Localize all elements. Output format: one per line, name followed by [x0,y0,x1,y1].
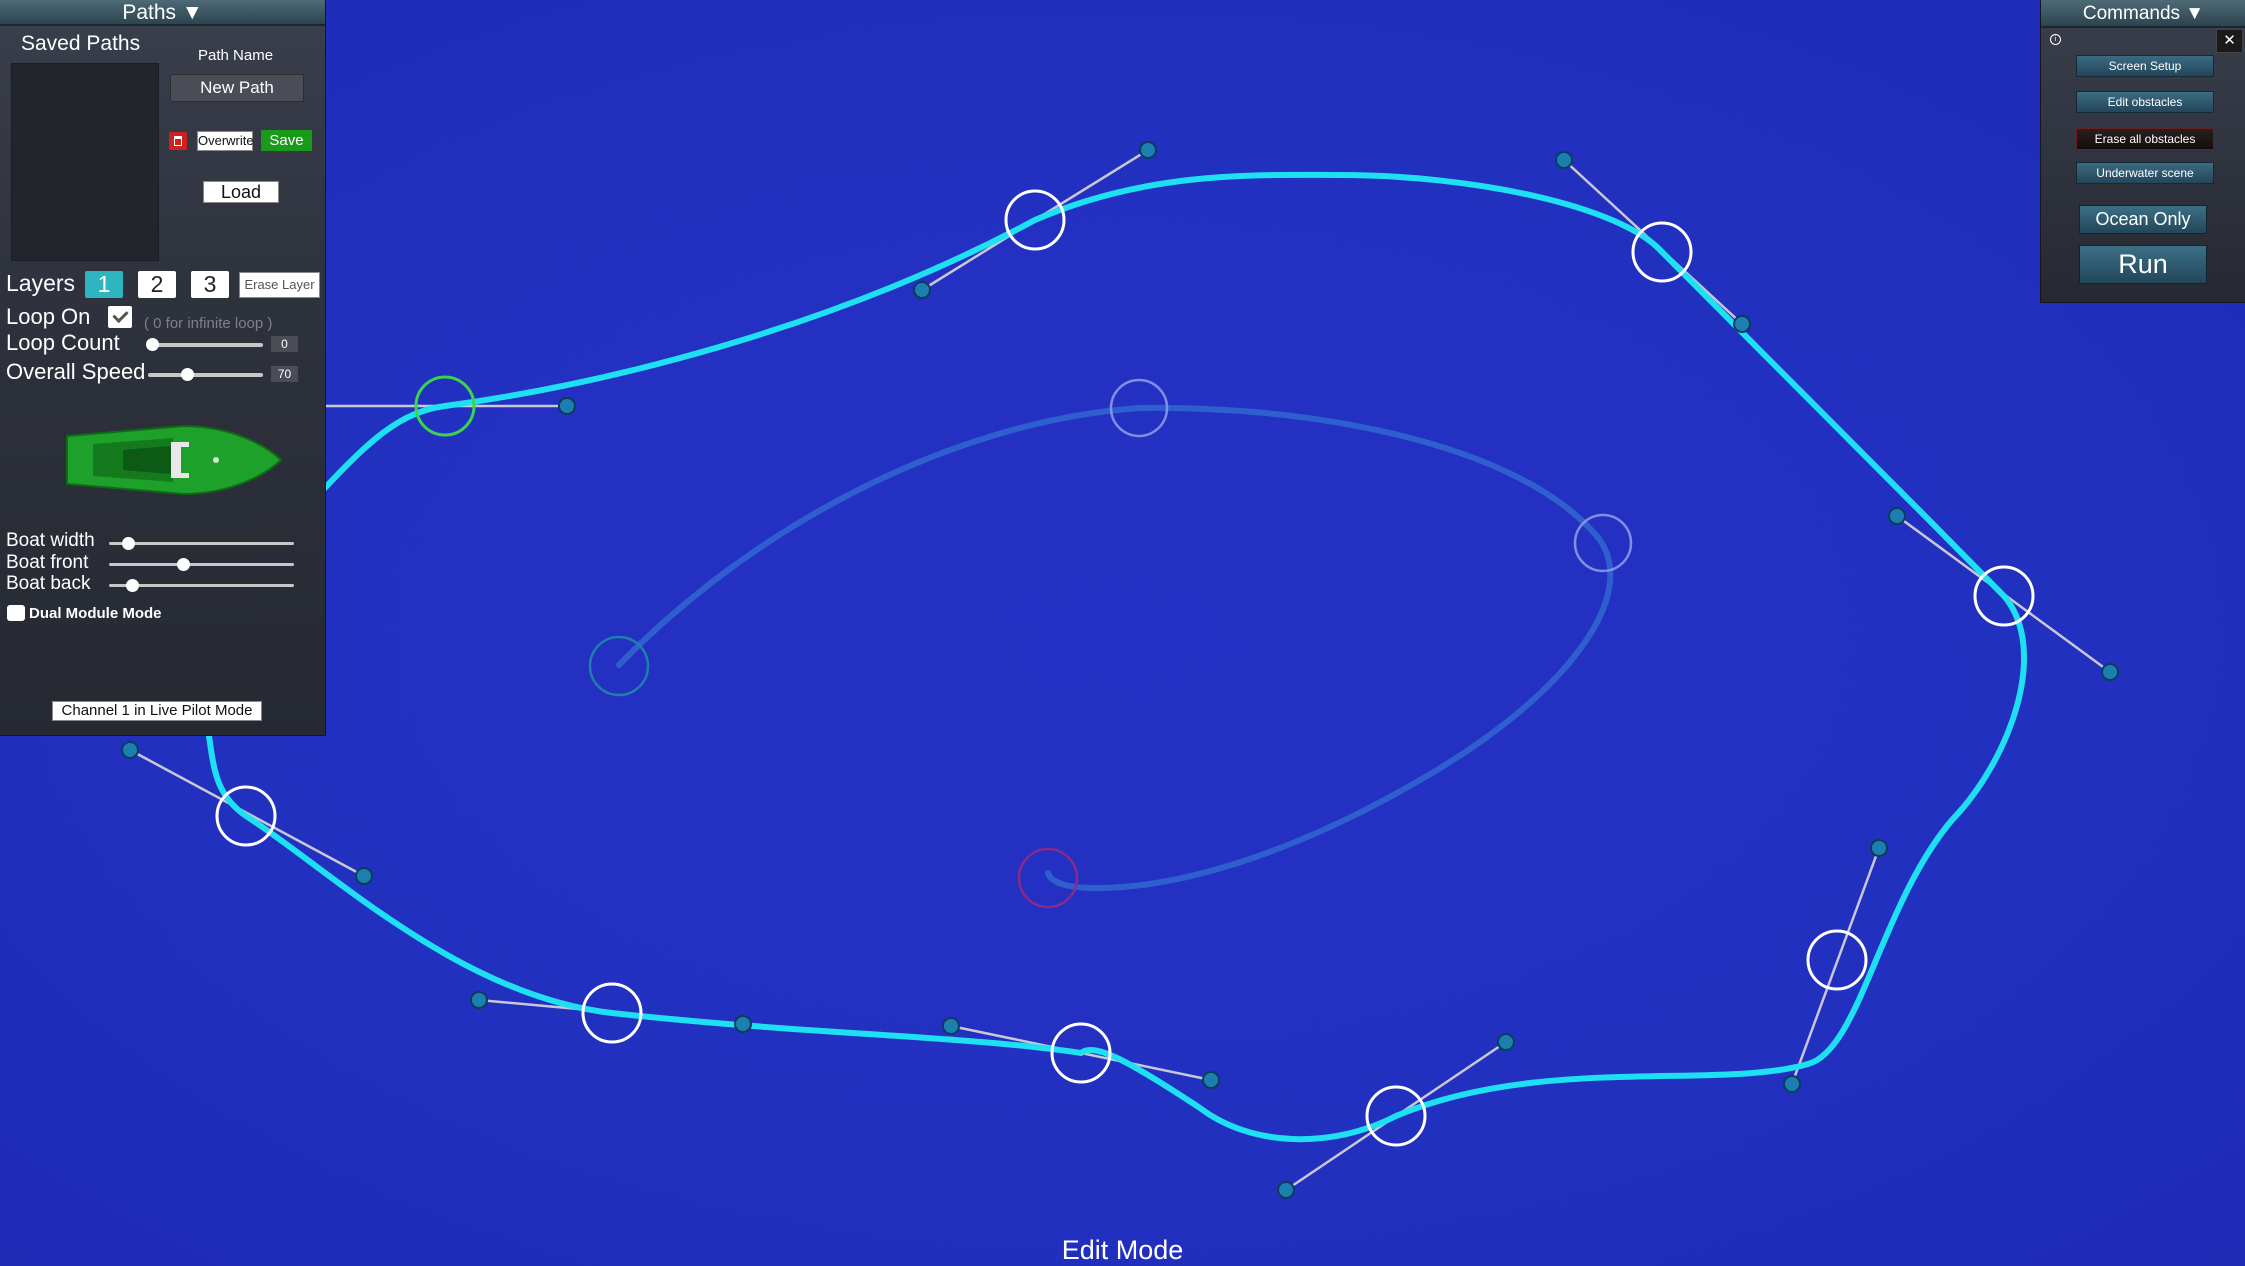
boat-icon [66,424,283,496]
close-icon: ✕ [2223,32,2236,49]
load-button[interactable]: Load [203,181,279,203]
inactive-node[interactable] [1109,378,1169,438]
path-name-label: Path Name [198,47,274,64]
overall-speed-label: Overall Speed [6,359,146,384]
dual-module-label: Dual Module Mode [29,605,162,622]
overall-speed-slider-knob[interactable] [181,368,194,381]
paths-panel-header[interactable]: Paths ▼ [0,0,325,26]
layer-2-button[interactable]: 2 [138,271,176,298]
boat-back-slider[interactable] [109,579,294,592]
boat-front-slider[interactable] [109,558,294,571]
loop-on-checkbox[interactable] [108,306,132,328]
inactive-path-layer [588,378,1633,909]
layer-3-button[interactable]: 3 [191,271,229,298]
boat-back-slider-knob[interactable] [126,579,139,592]
selected-node[interactable] [414,375,476,437]
inactive-start-node[interactable] [588,635,650,697]
erase-layer-button[interactable]: Erase Layer [239,272,320,298]
channel-status: Channel 1 in Live Pilot Mode [52,701,262,721]
paths-panel: Paths ▼ Saved Paths Path Name New Path O… [0,0,326,736]
control-handles [129,148,2111,1192]
commands-panel: Commands ▼ i ✕ Screen Setup Edit obstacl… [2040,0,2245,303]
boat-back-label: Boat back [6,573,91,594]
boat-width-label: Boat width [6,530,95,551]
inactive-end-node[interactable] [1017,847,1079,909]
dual-module-checkbox[interactable] [7,605,25,621]
inactive-path [616,404,1614,892]
save-button[interactable]: Save [261,130,312,151]
layers-label: Layers [6,270,76,296]
paths-panel-title: Paths ▼ [122,1,203,24]
saved-paths-label: Saved Paths [21,32,141,55]
loop-count-slider-knob[interactable] [146,338,159,351]
info-icon[interactable]: i [2050,34,2061,45]
boat-width-slider[interactable] [109,537,294,550]
boat-front-slider-knob[interactable] [177,558,190,571]
inactive-node[interactable] [1573,513,1633,573]
commands-panel-header[interactable]: Commands ▼ [2041,0,2245,28]
edit-obstacles-button[interactable]: Edit obstacles [2076,91,2214,113]
loop-hint: ( 0 for infinite loop ) [144,315,273,332]
overall-speed-slider[interactable] [148,368,263,381]
layer-1-button[interactable]: 1 [85,271,123,298]
commands-panel-title: Commands ▼ [2082,3,2205,24]
mode-label: Edit Mode [1061,1235,1184,1265]
saved-paths-list[interactable] [11,63,159,261]
boat-front-label: Boat front [6,552,89,573]
active-path[interactable] [206,171,2027,1143]
screen-setup-button[interactable]: Screen Setup [2076,55,2214,77]
path-nodes[interactable] [215,189,2035,1147]
run-button[interactable]: Run [2079,245,2207,284]
close-button[interactable]: ✕ [2216,29,2243,53]
checkmark-icon [112,306,129,324]
erase-all-obstacles-button[interactable]: Erase all obstacles [2076,128,2214,150]
loop-count-label: Loop Count [6,330,120,355]
delete-path-button[interactable] [169,132,187,150]
loop-count-slider[interactable] [146,338,263,351]
underwater-scene-button[interactable]: Underwater scene [2076,162,2214,184]
loop-on-label: Loop On [6,304,91,329]
overwrite-button[interactable]: Overwrite [197,131,254,151]
boat-width-slider-knob[interactable] [122,537,135,550]
ocean-only-button[interactable]: Ocean Only [2079,205,2207,234]
handle-balls[interactable] [121,141,2119,1199]
overall-speed-value[interactable]: 70 [271,366,298,382]
trash-icon [174,136,182,146]
path-name-input[interactable]: New Path [170,74,304,102]
loop-count-value[interactable]: 0 [271,336,298,352]
